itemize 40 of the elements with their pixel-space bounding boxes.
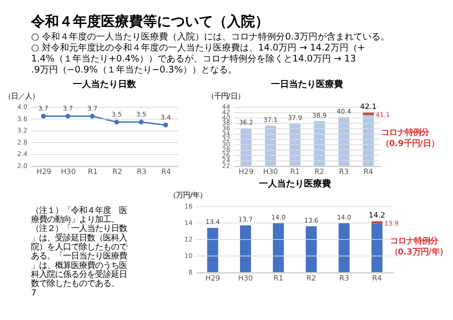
x-tick-label: R3 <box>339 273 350 282</box>
x-tick-label: H30 <box>60 166 76 176</box>
chart-title: 一日当たり医療費 <box>271 79 344 90</box>
chart-title: 一人当たり医療費 <box>258 178 331 190</box>
x-tick-label: R4 <box>161 166 172 176</box>
x-tick-label: R1 <box>274 273 284 282</box>
text: （注２）「一人当たり日数」は、受診延日数（医科入院）を人口で除したものである。「一日当たり医療費」は、概算医療費のうち医科入院に係る分を受診延日数で除したものである。 <box>31 223 128 288</box>
x-tick-label: R4 <box>372 273 382 282</box>
point <box>90 114 95 119</box>
point <box>114 120 120 124</box>
x-tick-label: R2 <box>306 273 316 282</box>
x-tick-label: R3 <box>136 166 147 176</box>
x-tick-label: R3 <box>338 166 350 176</box>
y-axis-title: （万円/年） <box>169 190 207 200</box>
x-tick-label: H29 <box>238 166 254 176</box>
x-tick-label: H29 <box>205 273 220 282</box>
x-tick-label: H30 <box>263 166 278 176</box>
x-tick-label: R4 <box>363 166 374 176</box>
text: ○ 対令和元年度比の令和４年度の一人当たり医療費は、14.0万円 → 14.2万円（+1.4%（１年当たり+0.4%））であるが、コロナ特例分を除くと14.0万円 → 13.9万円（−0.9%（１年当たり−0.3%））となる。 <box>31 42 366 76</box>
point <box>138 120 144 124</box>
x-tick-label: R2 <box>314 166 324 176</box>
text: （注１）「令和４年度 医療費の動向」より加工。 <box>31 204 128 224</box>
y-axis-title: （日／人） <box>4 92 40 101</box>
text: 7 <box>31 287 36 298</box>
x-tick-label: R1 <box>290 166 300 176</box>
data-label: 42.1 <box>360 102 376 111</box>
chart-title: 一人当たり日数 <box>73 79 138 90</box>
x-tick-label: R2 <box>112 166 122 176</box>
x-tick-label: H29 <box>36 166 52 176</box>
point <box>65 114 70 119</box>
point <box>40 114 46 119</box>
text: 令和４年度医療費等について（入院） <box>30 12 270 30</box>
data-label: 14.2 <box>368 210 386 220</box>
text: ○ 令和４年度の一人当たり医療費（入院）には、コロナ特例分0.3万円が含まれている。 <box>31 32 390 43</box>
y-axis-title: （千円/日） <box>206 92 244 101</box>
x-tick-label: H30 <box>238 273 254 282</box>
point <box>163 122 168 128</box>
annotation: コロナ特例分（0.3万円/年） <box>390 236 448 257</box>
annotation: コロナ特例分（0.9千円/日） <box>381 126 439 148</box>
x-tick-label: R1 <box>88 166 98 176</box>
